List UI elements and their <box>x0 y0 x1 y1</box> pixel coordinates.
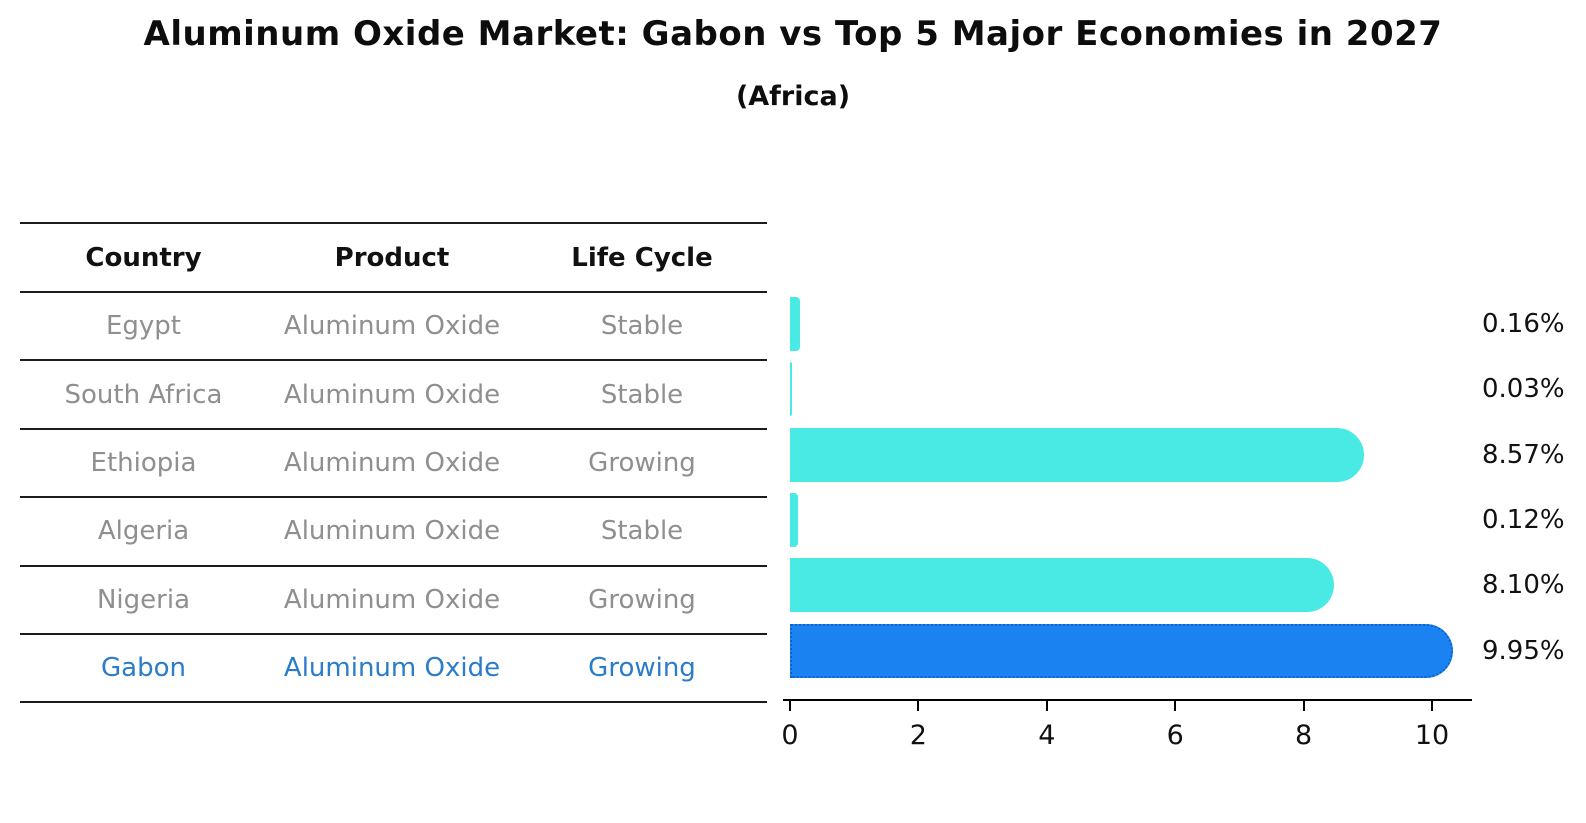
x-axis-tick <box>917 701 920 711</box>
bar-value-label: 8.10% <box>1482 570 1565 601</box>
cell-product: Aluminum Oxide <box>283 447 501 478</box>
cell-country: Ethiopia <box>90 447 197 478</box>
cell-country: Nigeria <box>96 584 191 615</box>
x-axis-tick <box>1302 701 1305 711</box>
cell-life-cycle: Stable <box>600 311 684 342</box>
x-axis-tick-label: 2 <box>909 720 927 751</box>
bar-algeria <box>790 492 798 547</box>
cell-country: Egypt <box>105 311 182 342</box>
cell-product: Aluminum Oxide <box>283 653 501 684</box>
header-life-cycle: Life Cycle <box>571 242 713 273</box>
table-row: Nigeria Aluminum Oxide Growing <box>20 564 767 633</box>
cell-life-cycle: Growing <box>588 653 696 684</box>
x-axis-tick <box>1174 701 1177 711</box>
x-axis-tick-label: 10 <box>1414 720 1450 751</box>
cell-product: Aluminum Oxide <box>283 311 501 342</box>
x-axis-tick-label: 0 <box>781 720 799 751</box>
cell-product: Aluminum Oxide <box>283 379 501 410</box>
cell-life-cycle: Stable <box>600 516 684 547</box>
table-row: Ethiopia Aluminum Oxide Growing <box>20 427 767 496</box>
cell-life-cycle: Growing <box>588 447 696 478</box>
bar-value-label: 9.95% <box>1482 635 1565 666</box>
x-axis-tick-label: 8 <box>1295 720 1313 751</box>
cell-country: Algeria <box>97 516 190 547</box>
cell-country: South Africa <box>64 379 223 410</box>
bar-gabon <box>790 623 1453 678</box>
x-axis-line <box>783 699 1472 701</box>
table-row: Algeria Aluminum Oxide Stable <box>20 496 767 564</box>
x-axis-tick-label: 6 <box>1166 720 1184 751</box>
header-country: Country <box>85 242 202 273</box>
country-table: Country Product Life Cycle Egypt Aluminu… <box>20 222 767 704</box>
bar-ethiopia <box>790 427 1365 482</box>
bar-nigeria <box>790 558 1335 613</box>
table-row: Gabon Aluminum Oxide Growing <box>20 632 767 701</box>
bar-south-africa <box>790 362 792 417</box>
x-axis-tick <box>789 701 791 711</box>
cell-life-cycle: Growing <box>588 584 696 615</box>
bar-egypt <box>790 297 801 351</box>
bar-value-label: 8.57% <box>1482 439 1565 470</box>
bar-value-label: 0.16% <box>1482 309 1565 339</box>
chart-subtitle: (Africa) <box>735 81 851 112</box>
table-header-row: Country Product Life Cycle <box>20 222 767 291</box>
cell-product: Aluminum Oxide <box>283 516 501 547</box>
x-axis-tick-label: 4 <box>1038 720 1056 751</box>
cell-country: Gabon <box>101 653 186 684</box>
x-axis-tick <box>1045 701 1048 711</box>
table-row: South Africa Aluminum Oxide Stable <box>20 359 767 427</box>
bar-value-label: 0.03% <box>1482 374 1565 405</box>
x-axis-tick <box>1431 701 1433 711</box>
bar-value-label: 0.12% <box>1482 504 1565 535</box>
header-product: Product <box>334 242 450 273</box>
cell-life-cycle: Stable <box>600 379 684 410</box>
chart-title: Aluminum Oxide Market: Gabon vs Top 5 Ma… <box>143 14 1443 54</box>
table-body: Egypt Aluminum Oxide Stable South Africa… <box>20 291 767 701</box>
table-row: Egypt Aluminum Oxide Stable <box>20 291 767 359</box>
cell-product: Aluminum Oxide <box>283 584 501 615</box>
